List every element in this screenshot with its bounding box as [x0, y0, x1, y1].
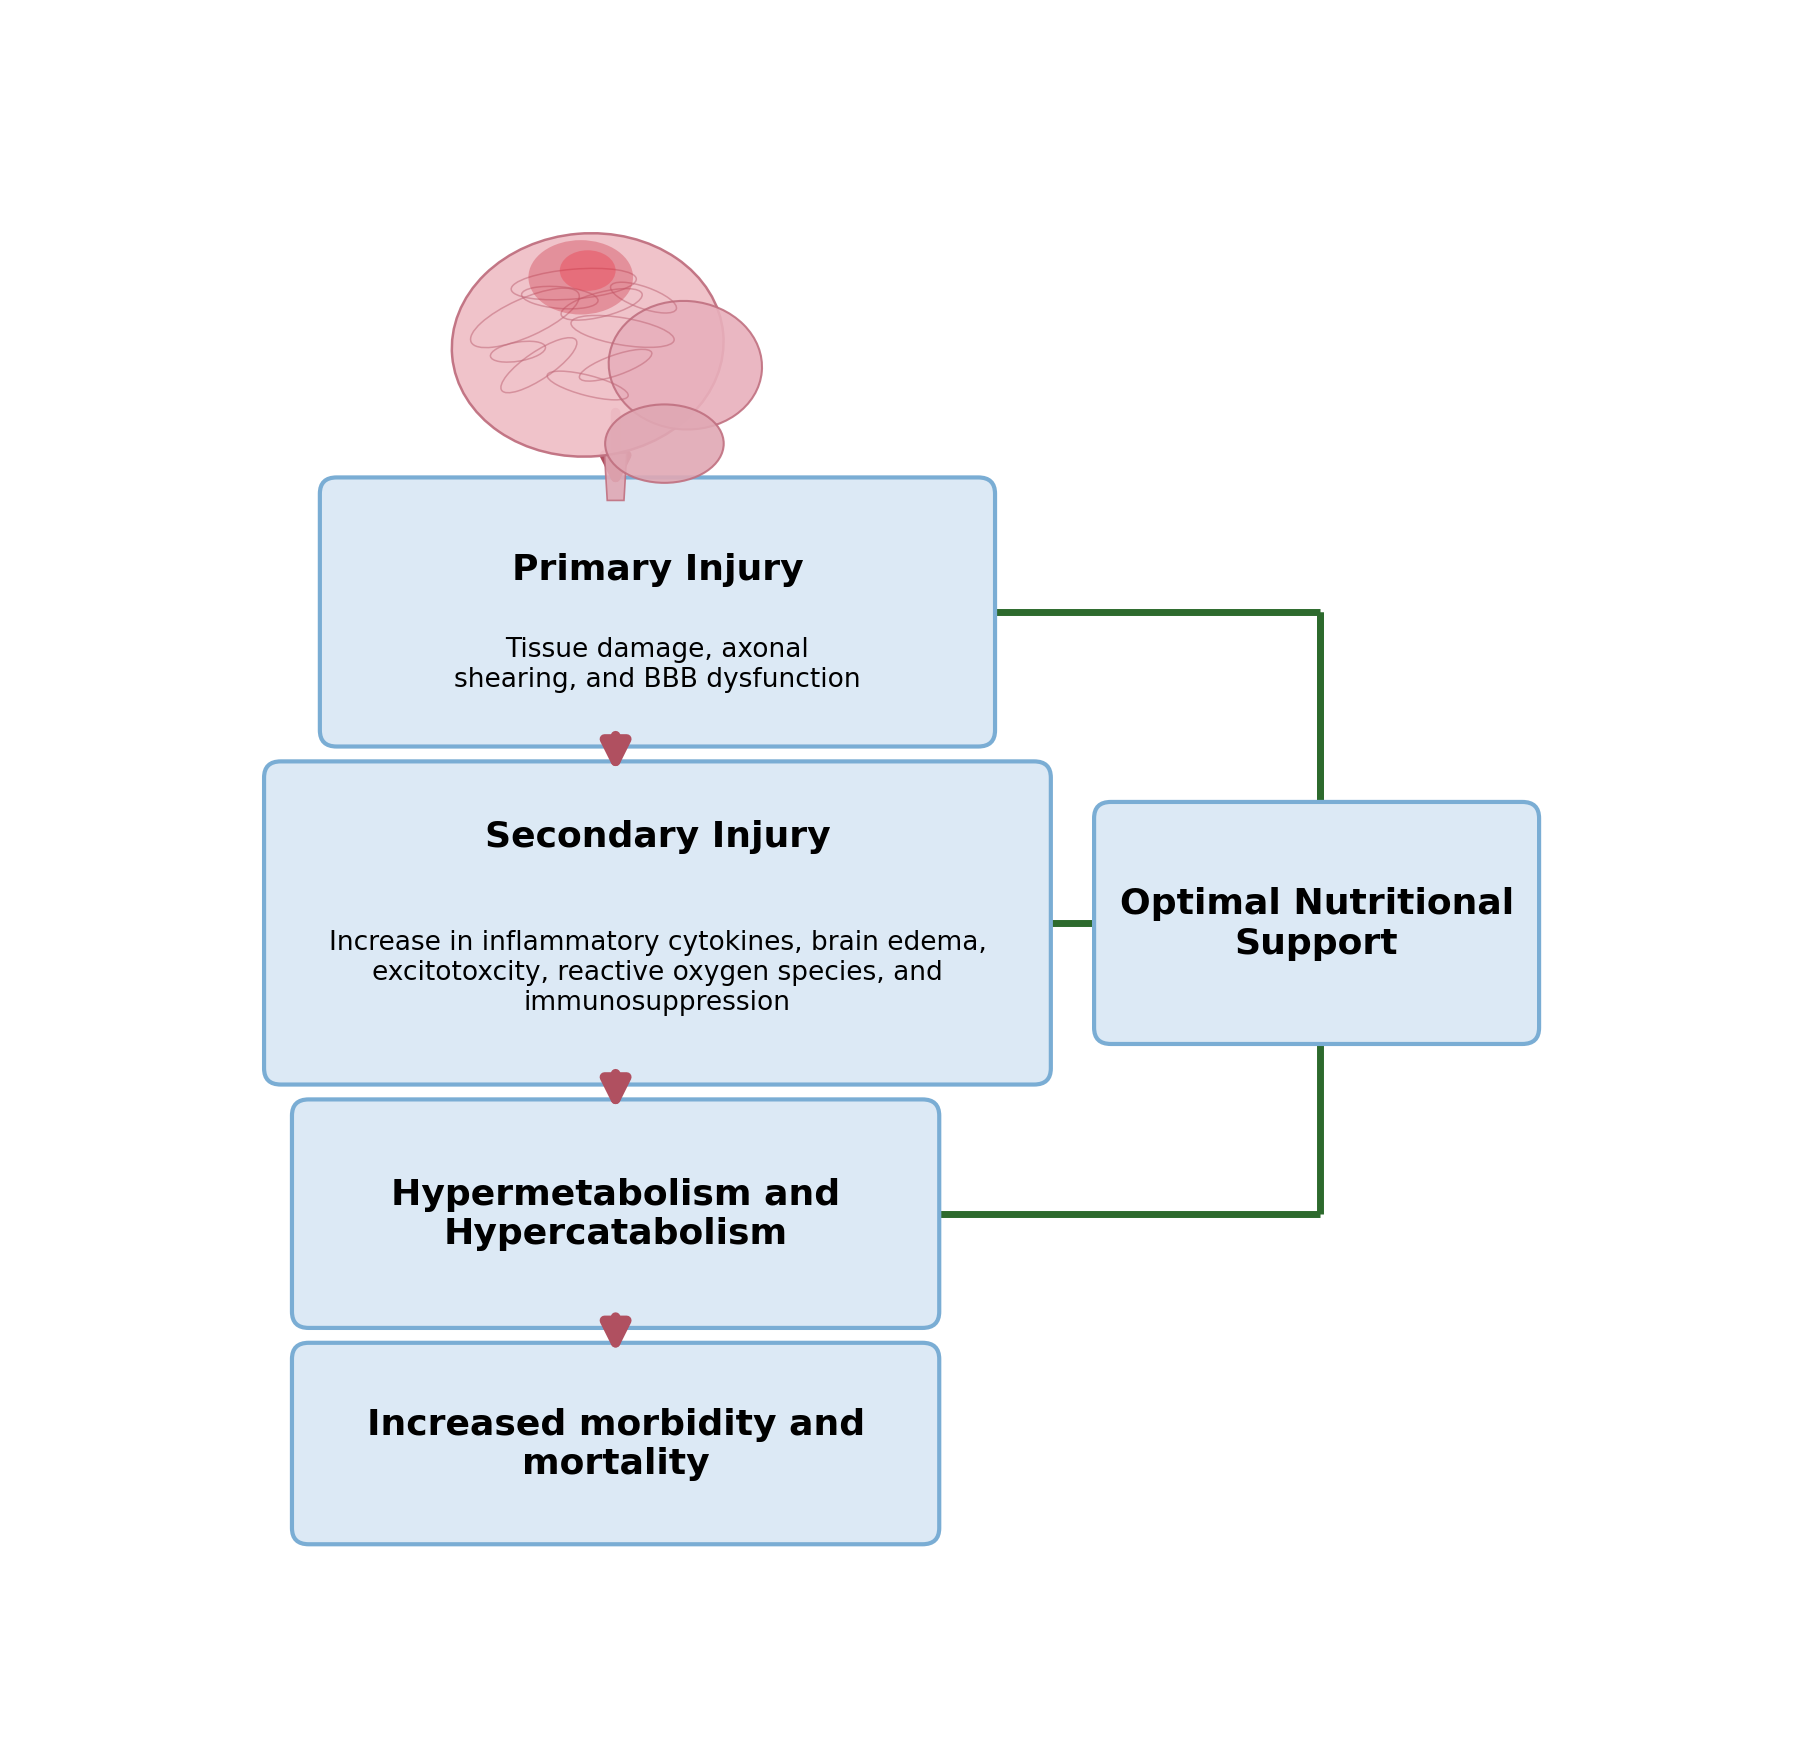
FancyBboxPatch shape — [292, 1343, 940, 1544]
FancyBboxPatch shape — [1094, 802, 1539, 1044]
Text: Optimal Nutritional
Support: Optimal Nutritional Support — [1120, 886, 1514, 960]
FancyBboxPatch shape — [292, 1100, 940, 1329]
Text: Increased morbidity and
mortality: Increased morbidity and mortality — [367, 1408, 864, 1481]
Text: Increase in inflammatory cytokines, brain edema,
excitotoxcity, reactive oxygen : Increase in inflammatory cytokines, brai… — [329, 930, 986, 1016]
Text: Tissue damage, axonal
shearing, and BBB dysfunction: Tissue damage, axonal shearing, and BBB … — [454, 637, 860, 693]
Ellipse shape — [608, 302, 761, 430]
Ellipse shape — [560, 251, 616, 291]
FancyBboxPatch shape — [265, 762, 1051, 1085]
Ellipse shape — [605, 405, 724, 484]
Text: Primary Injury: Primary Injury — [511, 553, 803, 588]
FancyBboxPatch shape — [320, 477, 995, 748]
Ellipse shape — [529, 240, 634, 316]
Text: Hypermetabolism and
Hypercatabolism: Hypermetabolism and Hypercatabolism — [391, 1178, 841, 1251]
Ellipse shape — [452, 233, 724, 458]
Text: Secondary Injury: Secondary Injury — [484, 820, 830, 853]
Polygon shape — [605, 455, 626, 502]
